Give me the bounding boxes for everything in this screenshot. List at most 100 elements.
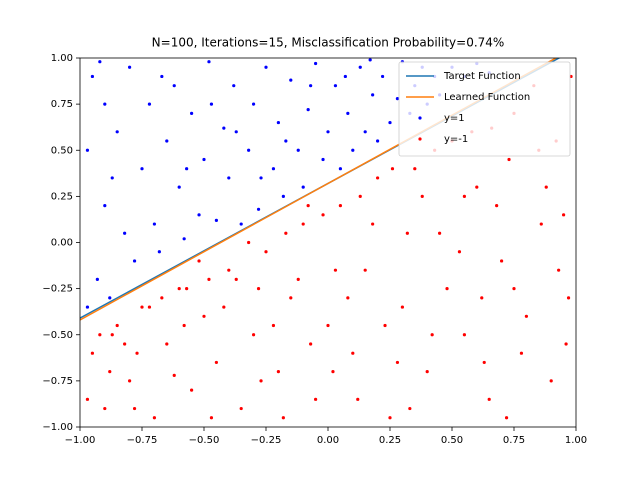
point: [147, 305, 152, 309]
y-tick-label: −1.00: [42, 422, 73, 433]
point: [128, 379, 132, 383]
point: [197, 259, 201, 263]
point: [306, 108, 310, 112]
legend-handle: [418, 137, 422, 141]
point: [227, 268, 231, 272]
y-tick-label: 0.25: [51, 191, 73, 202]
point: [487, 397, 491, 401]
point: [284, 231, 288, 235]
point: [395, 360, 400, 365]
point: [457, 250, 462, 254]
point: [209, 416, 214, 420]
point: [413, 167, 417, 171]
point: [383, 323, 387, 328]
legend-label: y=1: [444, 113, 465, 124]
point: [333, 268, 338, 272]
point: [271, 323, 276, 328]
legend-label: Learned Function: [444, 92, 530, 103]
point: [504, 416, 509, 420]
point: [326, 130, 330, 134]
point: [123, 231, 127, 235]
point: [495, 204, 499, 208]
point: [190, 111, 194, 115]
point: [177, 185, 181, 189]
point: [363, 130, 367, 134]
point: [90, 351, 94, 355]
point: [182, 237, 186, 241]
y-tick-label: −0.50: [42, 330, 73, 341]
point: [239, 222, 243, 226]
point: [165, 342, 169, 346]
point: [301, 185, 305, 189]
point: [95, 277, 99, 281]
point: [284, 139, 288, 143]
point: [182, 323, 186, 328]
point: [462, 194, 466, 198]
point: [475, 185, 479, 189]
point: [232, 84, 236, 88]
axes-frame: [79, 57, 577, 428]
point: [259, 379, 263, 383]
point: [390, 167, 395, 171]
point: [132, 259, 137, 263]
point: [331, 370, 335, 374]
point: [445, 287, 449, 291]
x-tick-label: 0.75: [503, 435, 525, 446]
point: [564, 342, 568, 346]
point: [557, 268, 561, 272]
point: [157, 250, 161, 254]
point: [358, 65, 362, 69]
point: [480, 296, 484, 300]
point: [271, 167, 276, 171]
point: [123, 342, 127, 346]
point: [289, 78, 293, 82]
point: [103, 102, 107, 106]
point: [264, 65, 268, 69]
point: [222, 126, 226, 130]
point: [264, 250, 268, 254]
x-tick-label: −1.00: [65, 435, 96, 446]
point: [85, 397, 90, 401]
point: [395, 96, 400, 101]
point: [358, 194, 362, 198]
point: [85, 148, 90, 152]
point: [190, 388, 194, 392]
x-tick-label: −0.25: [251, 435, 282, 446]
point: [408, 406, 412, 411]
point: [152, 416, 156, 420]
point: [539, 222, 543, 226]
point: [132, 406, 137, 411]
point: [346, 296, 350, 300]
point: [214, 218, 218, 222]
point: [115, 130, 119, 134]
point: [108, 296, 112, 300]
point: [115, 323, 119, 328]
point: [507, 157, 511, 162]
point: [202, 157, 206, 162]
point: [185, 287, 189, 291]
point: [388, 120, 392, 125]
point: [524, 314, 529, 318]
point: [140, 305, 144, 309]
point: [333, 84, 338, 88]
point: [256, 287, 261, 291]
point: [306, 204, 310, 208]
legend-handle: [418, 116, 422, 120]
point: [462, 333, 466, 337]
y-tick-label: 0.50: [51, 145, 73, 156]
point: [152, 222, 156, 226]
point: [314, 61, 318, 66]
point: [90, 74, 94, 79]
point: [281, 194, 285, 198]
point: [160, 74, 164, 79]
point: [338, 167, 342, 171]
point: [256, 207, 261, 211]
point: [108, 370, 112, 374]
y-tick-label: 0.75: [51, 99, 73, 110]
point: [227, 176, 231, 180]
y-tick-label: 1.00: [51, 53, 73, 64]
x-tick-label: 0.00: [317, 435, 339, 446]
point: [321, 157, 325, 162]
point: [147, 102, 152, 106]
point: [356, 397, 360, 401]
